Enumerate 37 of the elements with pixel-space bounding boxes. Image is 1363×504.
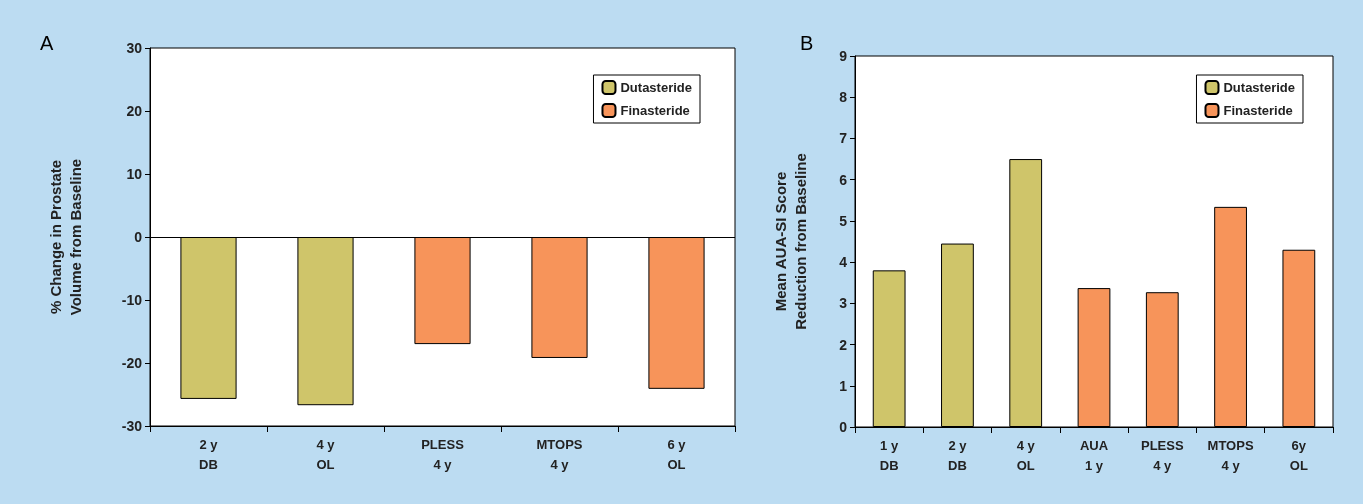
x-tick-label: PLESS 4 y: [421, 436, 465, 472]
y-tick-label: -30: [121, 418, 143, 434]
x-tick-label: 2 y DB: [199, 436, 219, 472]
y-tick-label: 4: [839, 254, 848, 271]
x-tick-label: 1 y DB: [879, 437, 899, 473]
y-tick-label: -20: [121, 355, 143, 371]
x-tick-label: MTOPS 4 y: [536, 436, 583, 472]
y-tick-label: 1: [839, 377, 848, 394]
y-tick-label: 2: [839, 336, 848, 353]
chart-title: B: [800, 32, 814, 54]
y-tick-label: 0: [839, 419, 848, 435]
y-tick-label: 8: [839, 89, 848, 106]
legend-label: Finasteride: [1223, 103, 1293, 118]
y-tick-label: 9: [839, 48, 848, 64]
x-tick-label: PLESS 4 y: [1140, 437, 1184, 473]
chart-title: A: [40, 32, 54, 54]
y-axis-title: Mean AUA-SI Score Reduction from Baseline: [771, 153, 809, 330]
legend-label: Dutasteride: [1223, 80, 1296, 95]
x-tick-label: 4 y OL: [316, 436, 336, 472]
x-tick-label: 4 y OL: [1016, 437, 1036, 473]
legend-label: Finasteride: [620, 103, 690, 118]
y-axis-title: % Change in Prostate Volume from Baseline: [46, 158, 84, 316]
y-tick-label: 30: [126, 40, 143, 56]
y-tick-label: 20: [126, 103, 143, 119]
x-tick-label: 6 y OL: [667, 436, 687, 472]
y-tick-label: -10: [121, 292, 143, 308]
y-tick-label: 3: [839, 295, 848, 312]
x-tick-label: 6y OL: [1289, 437, 1308, 473]
x-tick-label: 2 y DB: [948, 437, 968, 473]
y-tick-label: 5: [839, 212, 848, 229]
y-tick-label: 7: [839, 130, 848, 147]
y-tick-label: 10: [126, 166, 143, 182]
x-tick-label: AUA 1 y: [1079, 437, 1109, 473]
legend-label: Dutasteride: [620, 80, 693, 95]
y-tick-label: 0: [134, 229, 143, 245]
y-tick-label: 6: [839, 171, 848, 188]
x-tick-label: MTOPS 4 y: [1207, 437, 1254, 473]
